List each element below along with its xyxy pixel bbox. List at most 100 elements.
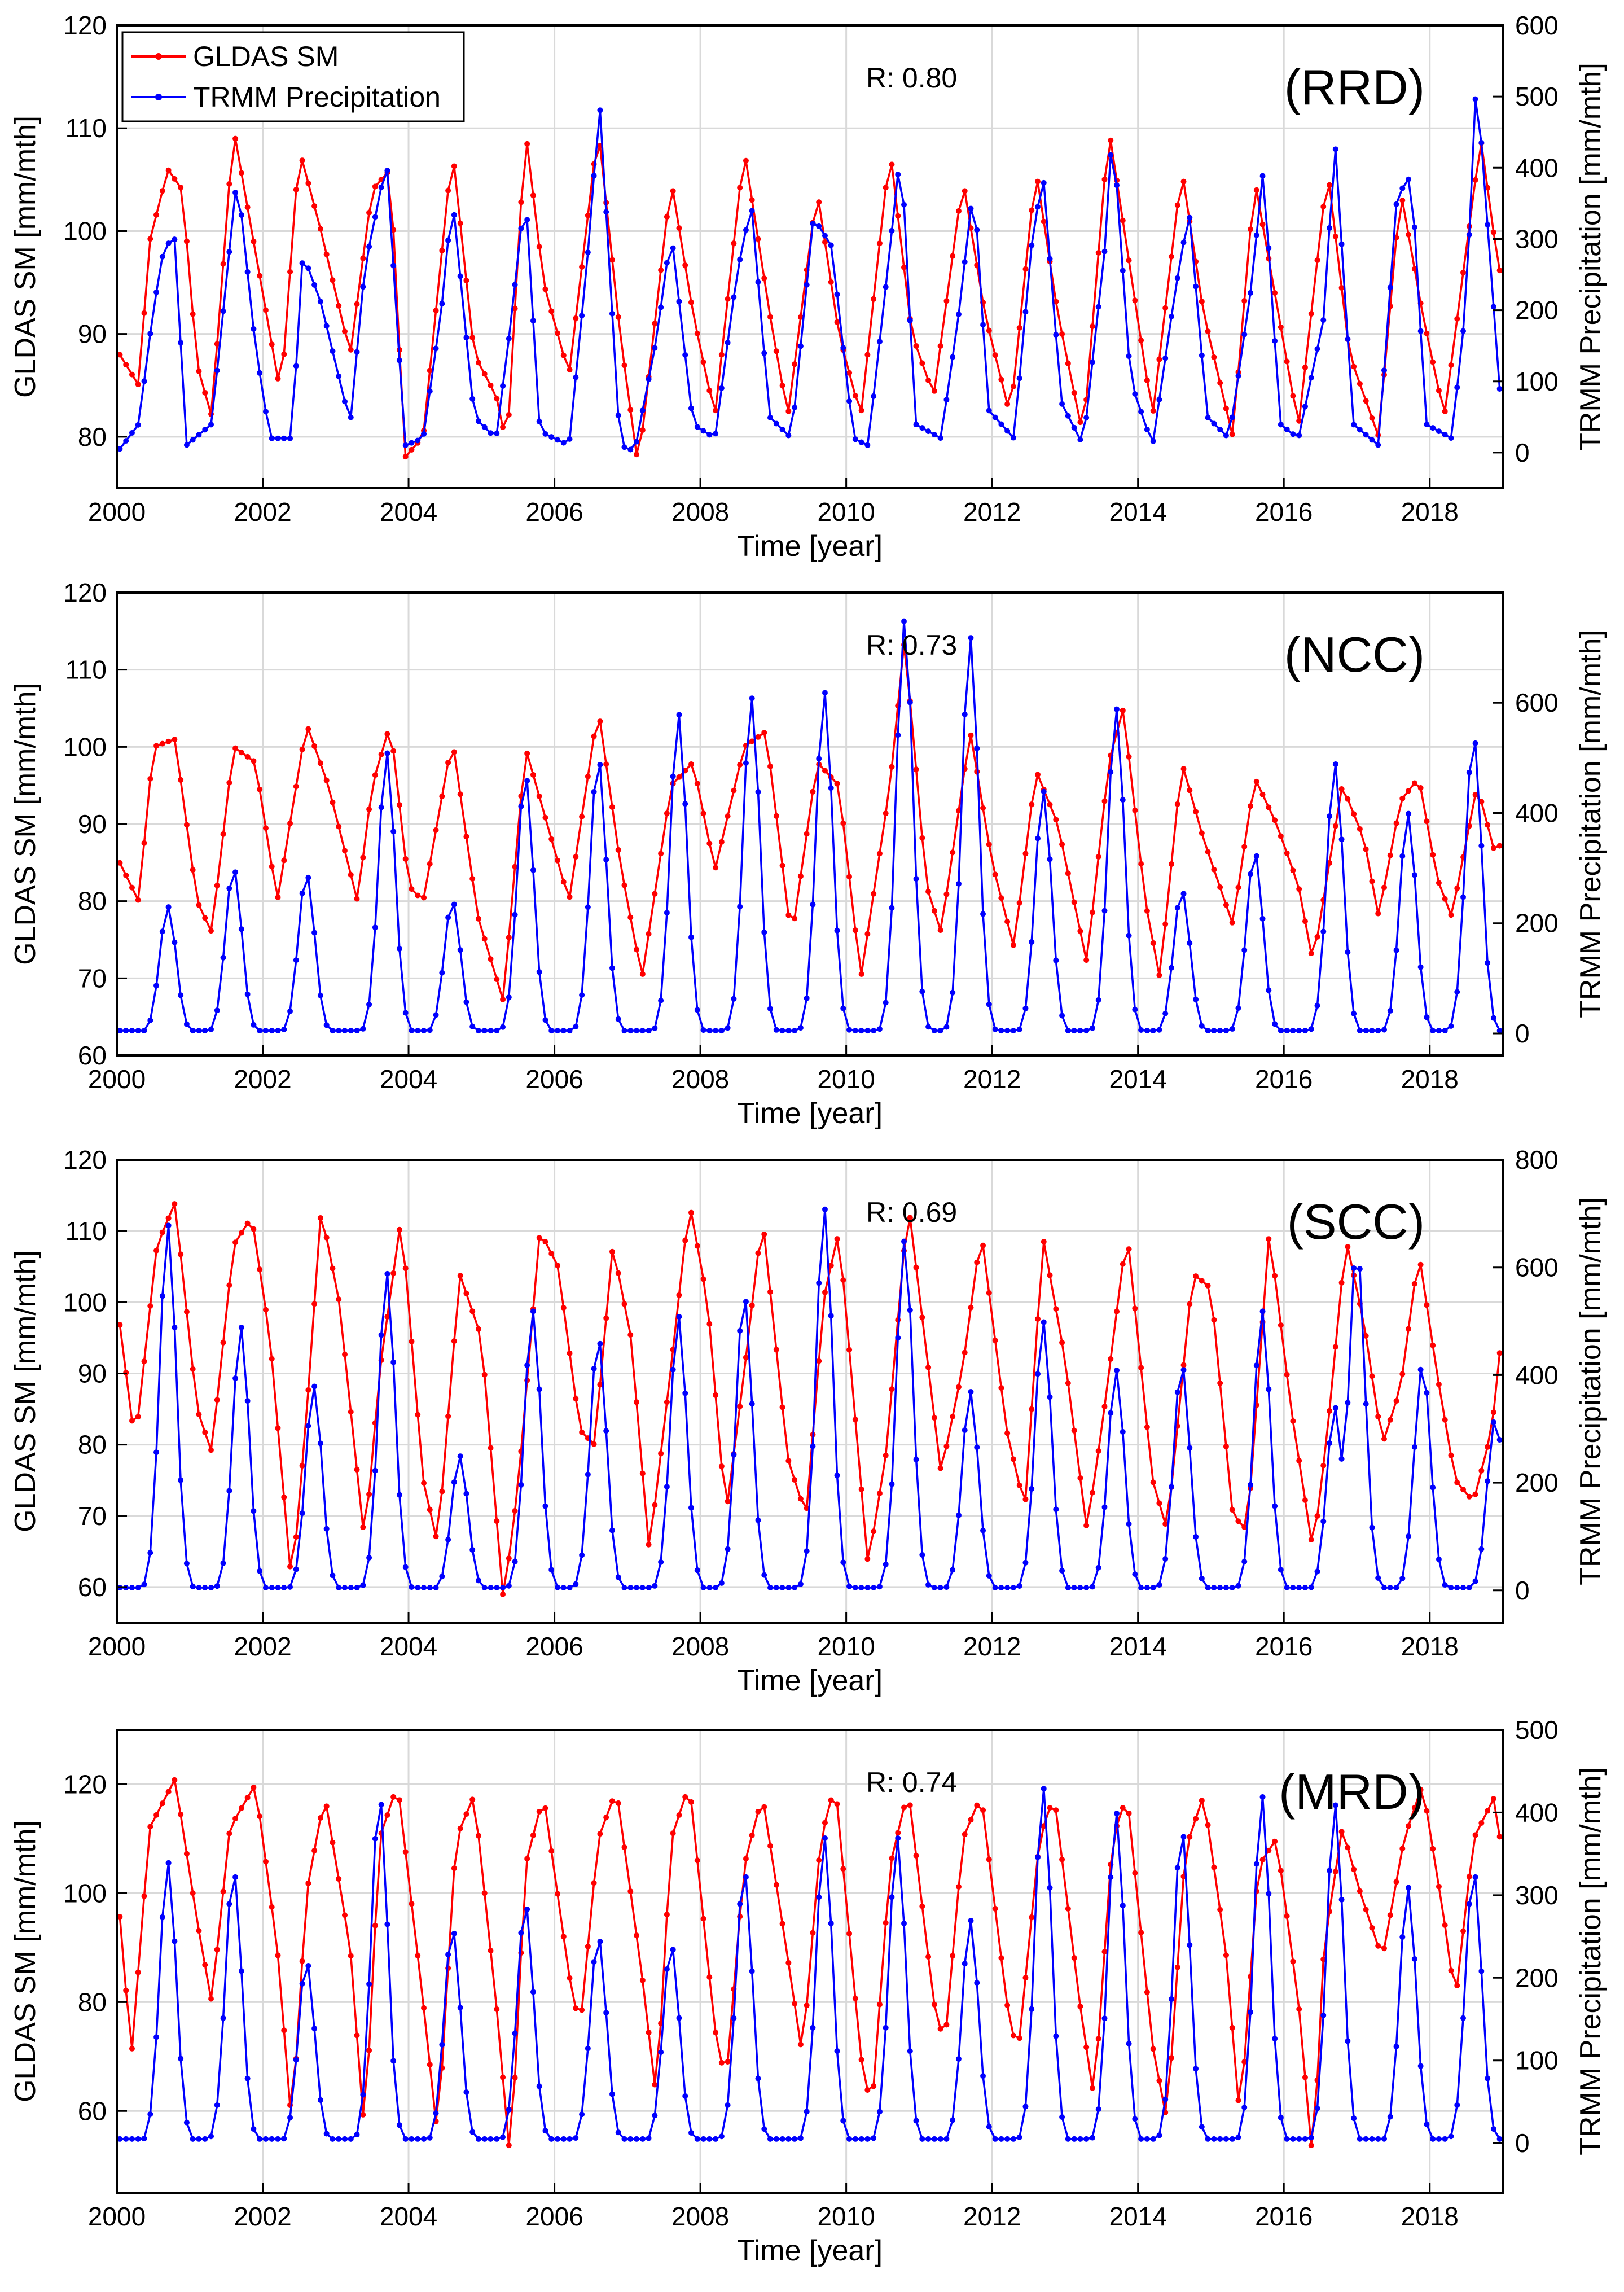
precip-point	[1424, 1390, 1430, 1396]
sm-point	[634, 1932, 640, 1939]
precip-point	[937, 1585, 943, 1591]
sm-point	[579, 1429, 585, 1435]
sm-point	[1126, 753, 1132, 760]
precip-point	[1290, 431, 1296, 437]
y-tick-label: 120	[63, 1145, 107, 1175]
y2-tick-label: 600	[1515, 688, 1559, 717]
sm-point	[463, 1290, 469, 1296]
precip-point	[858, 1585, 864, 1591]
sm-point	[1150, 407, 1156, 414]
sm-point	[311, 743, 318, 749]
sm-point	[652, 321, 658, 327]
x-tick-label: 2012	[963, 1064, 1021, 1094]
sm-point	[1393, 1398, 1399, 1404]
precip-point	[330, 2136, 336, 2142]
precip-point	[792, 404, 798, 410]
sm-point	[816, 199, 822, 205]
sm-point	[1381, 884, 1387, 891]
sm-point	[950, 849, 956, 856]
sm-point	[1442, 408, 1448, 414]
precip-point	[840, 1559, 846, 1566]
precip-point	[372, 924, 378, 931]
precip-point	[214, 2102, 220, 2108]
precip-point	[1399, 185, 1406, 191]
precip-point	[1029, 939, 1035, 945]
precip-point	[925, 1024, 932, 1030]
precip-point	[1144, 2136, 1150, 2142]
precip-point	[506, 1583, 512, 1589]
precip-point	[603, 209, 609, 215]
sm-point	[1053, 1306, 1059, 1312]
sm-point	[804, 1505, 810, 1511]
sm-point	[1065, 870, 1071, 877]
precip-point	[779, 1028, 785, 1034]
precip-point	[937, 2136, 943, 2142]
sm-point	[919, 835, 925, 841]
sm-point	[1417, 1786, 1424, 1793]
precip-point	[1296, 1028, 1302, 1034]
precip-point	[1369, 1524, 1375, 1531]
sm-point	[615, 314, 621, 320]
sm-point	[792, 915, 798, 922]
sm-point	[390, 748, 397, 754]
precip-point	[1180, 891, 1187, 897]
sm-point	[262, 1307, 269, 1313]
precip-point	[1108, 1410, 1114, 1416]
precip-point	[876, 2109, 883, 2115]
precip-point	[475, 418, 481, 424]
precip-point	[846, 2136, 853, 2142]
sm-point	[281, 2027, 287, 2034]
precip-point	[1369, 1028, 1375, 1034]
precip-point	[1308, 2135, 1314, 2141]
y2-tick-label: 0	[1515, 2128, 1530, 2158]
sm-point	[409, 1338, 415, 1344]
precip-point	[518, 803, 524, 809]
precip-point	[1266, 1386, 1272, 1392]
precip-point	[1466, 1585, 1472, 1591]
sm-point	[494, 1518, 500, 1524]
y2-tick-label: 200	[1515, 1468, 1559, 1497]
precip-point	[1327, 1440, 1333, 1447]
precip-point	[858, 439, 864, 445]
precip-point	[567, 1028, 573, 1034]
y2-tick-label: 300	[1515, 1881, 1559, 1910]
precip-point	[986, 1001, 992, 1007]
precip-point	[348, 2136, 354, 2142]
sm-point	[354, 1466, 360, 1473]
precip-point	[834, 291, 840, 297]
sm-point	[433, 827, 439, 833]
precip-point	[1065, 1028, 1071, 1034]
precip-point	[1071, 424, 1077, 431]
precip-point	[585, 249, 591, 256]
precip-point	[1253, 1362, 1259, 1369]
sm-point	[1406, 1326, 1412, 1332]
precip-point	[202, 1585, 208, 1591]
precip-point	[1302, 2136, 1308, 2142]
precip-point	[226, 886, 232, 892]
precip-point	[1375, 442, 1381, 448]
precip-point	[1241, 2104, 1248, 2110]
precip-point	[409, 1027, 415, 1033]
precip-point	[840, 1005, 846, 1011]
precip-point	[1120, 1903, 1126, 1909]
sm-point	[415, 892, 421, 899]
precip-point	[591, 1959, 597, 1965]
precip-point	[548, 2136, 555, 2142]
sm-point	[1101, 1948, 1108, 1954]
sm-point	[767, 763, 774, 769]
precip-point	[1193, 1533, 1199, 1540]
sm-point	[178, 1251, 184, 1257]
sm-point	[555, 857, 561, 864]
sm-point	[117, 1322, 123, 1328]
sm-point	[804, 831, 810, 837]
y2-tick-label: 0	[1515, 438, 1530, 467]
sm-point	[330, 1265, 336, 1272]
sm-point	[1223, 902, 1229, 908]
region-label: (NCC)	[1284, 626, 1425, 682]
sm-point	[1454, 315, 1460, 322]
precip-point	[560, 440, 567, 446]
precip-point	[810, 221, 816, 227]
sm-point	[658, 267, 664, 273]
precip-point	[1327, 1868, 1333, 1874]
sm-point	[688, 1799, 694, 1805]
